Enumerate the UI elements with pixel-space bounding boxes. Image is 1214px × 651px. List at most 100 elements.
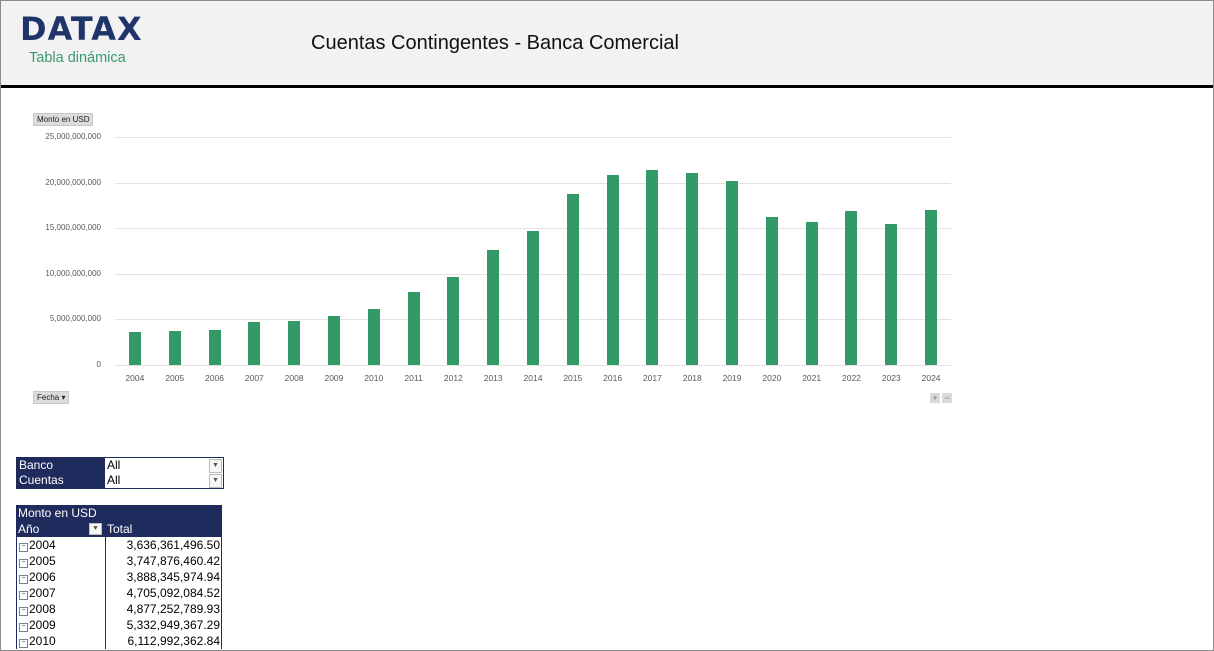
bar-2022[interactable] (845, 210, 858, 365)
collapse-icon[interactable]: − (19, 575, 28, 584)
header-banner: DATAX Tabla dinámica Cuentas Contingente… (1, 1, 1213, 88)
collapse-icon[interactable]: − (19, 591, 28, 600)
column-header: Total (107, 522, 133, 536)
year-text: 2009 (29, 618, 56, 632)
bar-2011[interactable] (407, 292, 420, 365)
x-tick-label: 2019 (722, 373, 742, 383)
year-text: 2010 (29, 634, 56, 648)
y-tick-label: 15,000,000,000 (45, 223, 101, 233)
y-tick-label: 10,000,000,000 (45, 268, 101, 278)
table-row: −2009 5,332,949,367.29 (17, 617, 221, 633)
table-row: −2010 6,112,992,362.84 (17, 633, 221, 649)
x-tick-label: 2016 (603, 373, 623, 383)
y-tick-label: 0 (96, 360, 101, 369)
bar-2009[interactable] (327, 316, 340, 365)
table-row: −2008 4,877,252,789.93 (17, 601, 221, 617)
bar-2017[interactable] (646, 169, 659, 365)
filter-cuentas: Cuentas All ▼ (17, 473, 223, 488)
pivot-column-header-row: Año ▼ Total (16, 521, 222, 537)
value-field-button[interactable]: Monto en USD (33, 113, 94, 126)
year-cell[interactable]: −2007 (17, 585, 106, 601)
x-tick-label: 2009 (324, 373, 344, 383)
bar-2013[interactable] (487, 250, 500, 365)
year-cell[interactable]: −2010 (17, 633, 106, 649)
bar-2018[interactable] (686, 173, 699, 365)
x-tick-label: 2015 (563, 373, 583, 383)
table-row: −2004 3,636,361,496.50 (17, 537, 221, 553)
total-cell: 6,112,992,362.84 (127, 634, 220, 648)
year-cell[interactable]: −2008 (17, 601, 106, 617)
expand-field-button[interactable]: + (930, 393, 940, 403)
x-tick-label: 2017 (642, 373, 662, 383)
report-filters: Banco All ▼ Cuentas All ▼ (16, 457, 224, 489)
row-header-text: Año (18, 522, 40, 536)
collapse-icon[interactable]: − (19, 543, 28, 552)
bar-2004[interactable] (128, 331, 141, 365)
bar-2014[interactable] (527, 230, 539, 365)
year-cell[interactable]: −2006 (17, 569, 106, 585)
bar-2007[interactable] (248, 322, 261, 365)
gridline (115, 182, 951, 184)
bar-2012[interactable] (447, 276, 460, 365)
pivot-body: −2004 3,636,361,496.50−2005 3,747,876,460.… (16, 537, 222, 649)
collapse-field-button[interactable]: − (942, 393, 952, 403)
table-row: −2007 4,705,092,084.52 (17, 585, 221, 601)
pivot-chart[interactable]: Monto en USD Fecha ▾ + − 0 5,000,000,000 1… (29, 111, 969, 411)
year-cell[interactable]: −2004 (17, 537, 106, 553)
bar-2019[interactable] (726, 180, 739, 365)
dropdown-arrow-icon[interactable]: ▼ (209, 459, 222, 473)
bar-2008[interactable] (288, 320, 301, 365)
x-tick-label: 2024 (921, 373, 941, 383)
filter-value-text: All (107, 458, 121, 472)
fecha-field-button[interactable]: Fecha ▾ (33, 391, 70, 404)
filter-value-banco[interactable]: All ▼ (105, 458, 223, 473)
filter-value-text: All (107, 473, 121, 487)
y-tick-label: 20,000,000,000 (45, 177, 101, 187)
gridline (115, 228, 951, 230)
bar-2024[interactable] (925, 209, 938, 365)
year-text: 2004 (29, 538, 56, 552)
gridline (115, 365, 951, 366)
x-tick-label: 2022 (842, 373, 861, 383)
bar-2015[interactable] (566, 194, 579, 365)
total-cell: 3,636,361,496.50 (126, 538, 220, 552)
x-tick-label: 2007 (244, 373, 264, 383)
total-cell: 3,747,876,460.42 (126, 554, 220, 568)
table-row: −2005 3,747,876,460.42 (17, 553, 221, 569)
empty-cell (105, 505, 222, 521)
total-cell: 4,705,092,084.52 (126, 586, 220, 600)
collapse-icon[interactable]: − (19, 623, 28, 632)
collapse-icon[interactable]: − (19, 559, 28, 568)
x-tick-label: 2023 (881, 373, 901, 383)
x-tick-label: 2012 (443, 373, 463, 383)
x-tick-label: 2010 (364, 373, 384, 383)
collapse-icon[interactable]: − (19, 607, 28, 616)
page-title: Cuentas Contingentes - Banca Comercial (311, 32, 679, 54)
collapse-icon[interactable]: − (19, 639, 28, 648)
x-tick-label: 2020 (762, 373, 782, 383)
filter-value-cuentas[interactable]: All ▼ (105, 473, 223, 488)
x-tick-label: 2021 (802, 373, 822, 383)
x-tick-label: 2008 (284, 373, 304, 383)
year-text: 2007 (29, 586, 56, 600)
bar-2005[interactable] (168, 330, 181, 365)
year-text: 2008 (29, 602, 56, 616)
bar-2010[interactable] (367, 309, 380, 365)
row-header: Año ▼ (16, 521, 105, 537)
dropdown-arrow-icon[interactable]: ▼ (209, 474, 222, 488)
y-tick-label: 25,000,000,000 (45, 132, 101, 141)
value-header: Monto en USD (16, 505, 105, 521)
filter-dropdown-icon[interactable]: ▼ (89, 523, 102, 535)
bar-2023[interactable] (885, 223, 898, 365)
x-tick-label: 2018 (682, 373, 702, 383)
datax-logo: DATAX (20, 10, 143, 48)
bar-2021[interactable] (805, 221, 818, 365)
year-text: 2005 (29, 554, 56, 568)
year-cell[interactable]: −2005 (17, 553, 106, 569)
bar-2016[interactable] (606, 175, 619, 365)
bar-2006[interactable] (208, 329, 221, 365)
total-cell: 5,332,949,367.29 (126, 618, 220, 632)
pivot-table: Monto en USD Año ▼ Total −2004 3,636,361,4… (16, 505, 222, 649)
year-cell[interactable]: −2009 (17, 617, 106, 633)
bar-2020[interactable] (765, 216, 778, 365)
